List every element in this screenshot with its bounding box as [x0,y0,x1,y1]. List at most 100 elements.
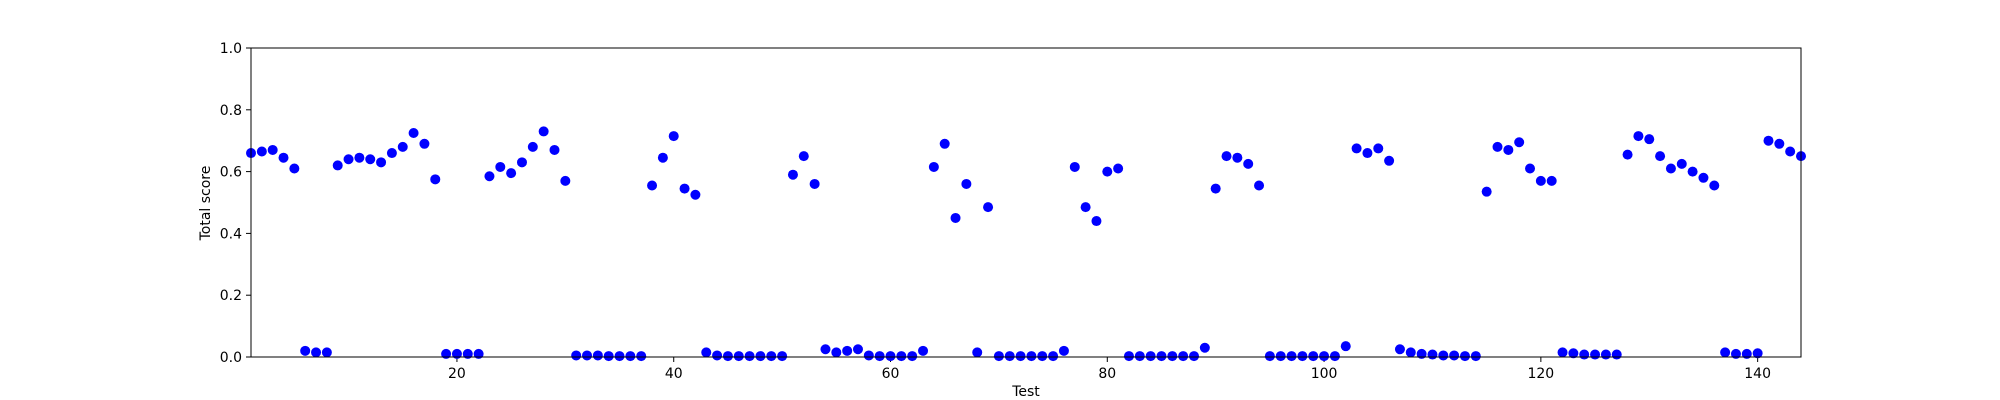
data-point [408,127,419,138]
data-point [549,144,560,155]
data-point [1156,351,1167,362]
x-tick-label: 140 [1744,366,1771,382]
data-point [733,351,744,362]
data-point [289,163,300,174]
axis-ticks: 20 40 60 80 100 120 140 0.0 0.2 0.4 0.6 0.8 1.0 [220,41,1771,382]
data-point [972,347,983,358]
data-point [1015,351,1026,362]
data-point [928,161,939,172]
data-point [993,351,1004,362]
data-point [1102,166,1113,177]
data-point [1004,351,1015,362]
data-point [1340,341,1351,352]
data-point [1058,345,1069,356]
data-point [636,351,647,362]
data-point [831,347,842,358]
data-point [1199,342,1210,353]
data-point [614,351,625,362]
data-point [300,345,311,356]
data-point [1665,163,1676,174]
data-point [842,345,853,356]
data-point [1264,351,1275,362]
data-point [668,131,679,142]
data-point [1232,152,1243,163]
data-point [1210,183,1221,194]
data-point [1600,349,1611,360]
y-tick-label: 1.0 [220,41,242,57]
data-point [1351,143,1362,154]
x-tick-label: 60 [882,366,900,382]
data-point [1557,347,1568,358]
data-point [885,351,896,362]
data-point [516,157,527,168]
data-point [1644,134,1655,145]
data-point [625,351,636,362]
data-point [332,160,343,171]
data-point [1514,137,1525,148]
data-point [451,348,462,359]
data-point [1459,351,1470,362]
data-points [246,126,1806,362]
data-point [1297,351,1308,362]
data-point [744,351,755,362]
data-point [1405,347,1416,358]
y-tick-label: 0.2 [220,288,242,304]
data-point [701,347,712,358]
data-point [852,344,863,355]
data-point [1709,180,1720,191]
data-point [1698,172,1709,183]
data-point [863,350,874,361]
data-point [473,348,484,359]
data-point [1384,155,1395,166]
data-point [657,152,668,163]
data-point [603,351,614,362]
data-point [907,351,918,362]
data-point [1134,351,1145,362]
x-tick-label: 120 [1527,366,1554,382]
data-point [397,141,408,152]
data-point [1145,351,1156,362]
data-point [1037,351,1048,362]
data-point [939,138,950,149]
data-point [1373,143,1384,154]
data-point [1741,348,1752,359]
plot-area [251,48,1801,357]
data-point [1189,351,1200,362]
data-point [592,350,603,361]
data-point [538,126,549,137]
data-point [1394,344,1405,355]
data-point [647,180,658,191]
x-tick-label: 100 [1311,366,1338,382]
data-point [1763,135,1774,146]
x-tick-label: 40 [665,366,683,382]
data-point [1329,351,1340,362]
data-point [1535,175,1546,186]
data-point [1655,151,1666,162]
data-point [1676,158,1687,169]
data-point [679,183,690,194]
data-point [1611,349,1622,360]
data-point [1470,351,1481,362]
data-point [484,171,495,182]
data-point [1525,163,1536,174]
data-point [1416,348,1427,359]
data-point [1167,351,1178,362]
data-point [354,152,365,163]
data-point [798,151,809,162]
data-point [321,347,332,358]
data-point [1319,351,1330,362]
data-point [506,168,517,179]
data-point [376,157,387,168]
data-point [343,154,354,165]
y-tick-label: 0.4 [220,226,242,242]
y-tick-label: 0.8 [220,103,242,119]
data-point [430,174,441,185]
data-point [571,350,582,361]
data-point [1720,347,1731,358]
y-axis-label: Total score [198,166,214,242]
data-point [766,351,777,362]
data-point [1178,351,1189,362]
data-point [1427,349,1438,360]
data-point [918,345,929,356]
